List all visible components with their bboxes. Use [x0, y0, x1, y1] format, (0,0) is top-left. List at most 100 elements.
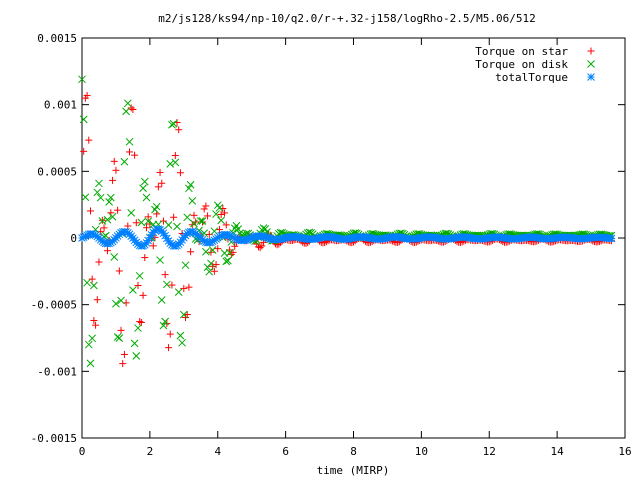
- marks-layer: [78, 75, 616, 368]
- data-point: [175, 126, 183, 134]
- data-point: [127, 209, 136, 217]
- data-point: [196, 217, 205, 225]
- data-point: [214, 245, 222, 253]
- data-point: [152, 202, 161, 211]
- data-point: [108, 212, 117, 221]
- data-point: [183, 311, 191, 319]
- legend-label: Torque on disk: [475, 58, 568, 71]
- data-point: [181, 261, 190, 270]
- data-point: [131, 151, 139, 159]
- data-point: [129, 105, 137, 113]
- data-point: [134, 324, 142, 332]
- data-point: [142, 224, 150, 232]
- data-point: [139, 291, 147, 299]
- data-point: [221, 209, 229, 217]
- data-point: [140, 177, 149, 186]
- x-tick-label: 6: [282, 445, 289, 458]
- data-point: [90, 281, 98, 290]
- x-tick-label: 12: [483, 445, 496, 458]
- data-point: [83, 278, 91, 287]
- y-tick-label: 0: [70, 232, 77, 245]
- data-point: [119, 360, 127, 368]
- data-point: [187, 248, 195, 256]
- data-point: [168, 120, 176, 129]
- data-point: [90, 317, 98, 325]
- data-point: [156, 256, 164, 264]
- legend-marker: [587, 73, 595, 81]
- data-point: [174, 288, 183, 296]
- x-tick-label: 10: [415, 445, 428, 458]
- data-point: [149, 242, 157, 250]
- data-point: [144, 213, 152, 221]
- data-point: [93, 296, 101, 304]
- legend-marker: [587, 60, 595, 68]
- data-point: [202, 202, 210, 210]
- data-point: [83, 92, 91, 100]
- data-point: [169, 119, 178, 128]
- data-point: [136, 318, 144, 326]
- data-point: [96, 193, 105, 202]
- data-point: [78, 75, 86, 84]
- data-point: [114, 206, 122, 214]
- data-point: [188, 197, 197, 205]
- data-point: [103, 247, 111, 255]
- data-point: [607, 234, 616, 243]
- data-point: [137, 218, 146, 227]
- data-point: [190, 219, 198, 228]
- data-point: [144, 217, 153, 226]
- data-point: [225, 248, 234, 257]
- data-point: [92, 321, 100, 329]
- data-point: [234, 225, 242, 234]
- data-point: [180, 285, 188, 293]
- data-point: [165, 344, 173, 352]
- data-point: [210, 267, 218, 275]
- y-tick-label: 0.001: [44, 99, 77, 112]
- data-point: [79, 115, 88, 124]
- data-point: [105, 198, 114, 206]
- data-point: [161, 271, 169, 279]
- data-point: [159, 217, 167, 225]
- data-point: [171, 158, 180, 167]
- data-point: [80, 147, 88, 155]
- data-point: [123, 99, 132, 108]
- data-point: [186, 180, 195, 189]
- y-tick-label: 0.0015: [37, 32, 77, 45]
- y-tick-label: -0.001: [37, 365, 77, 378]
- axes-layer: -0.0015 -0.001 -0.0005 0 0.0005 0.001 0.0015 0 2…: [31, 32, 632, 458]
- data-point: [207, 259, 215, 268]
- y-tick-label: 0.0005: [37, 165, 77, 178]
- x-tick-label: 14: [551, 445, 565, 458]
- data-point: [93, 188, 102, 197]
- data-point: [142, 193, 151, 202]
- data-point: [166, 160, 175, 168]
- data-point: [95, 258, 103, 266]
- data-point: [112, 166, 120, 174]
- data-point: [212, 261, 220, 269]
- data-point: [212, 210, 220, 218]
- data-point: [157, 296, 166, 304]
- data-point: [115, 334, 124, 342]
- y-tick-label: -0.0015: [31, 432, 77, 445]
- data-point: [190, 211, 198, 219]
- data-point: [178, 338, 186, 347]
- data-point: [200, 229, 209, 237]
- data-point: [109, 176, 117, 184]
- data-point: [173, 222, 181, 231]
- data-point: [110, 253, 119, 261]
- data-point: [110, 157, 118, 165]
- data-point: [182, 314, 190, 322]
- data-point: [224, 256, 232, 265]
- data-point: [132, 352, 141, 360]
- data-point: [179, 310, 188, 319]
- data-point: [200, 205, 208, 213]
- data-point: [176, 331, 185, 340]
- data-point: [103, 215, 112, 224]
- data-point: [86, 207, 94, 215]
- legend-marker: [587, 47, 595, 55]
- data-point: [217, 216, 225, 225]
- data-point: [112, 299, 120, 308]
- data-point: [115, 267, 123, 275]
- data-point: [134, 281, 142, 289]
